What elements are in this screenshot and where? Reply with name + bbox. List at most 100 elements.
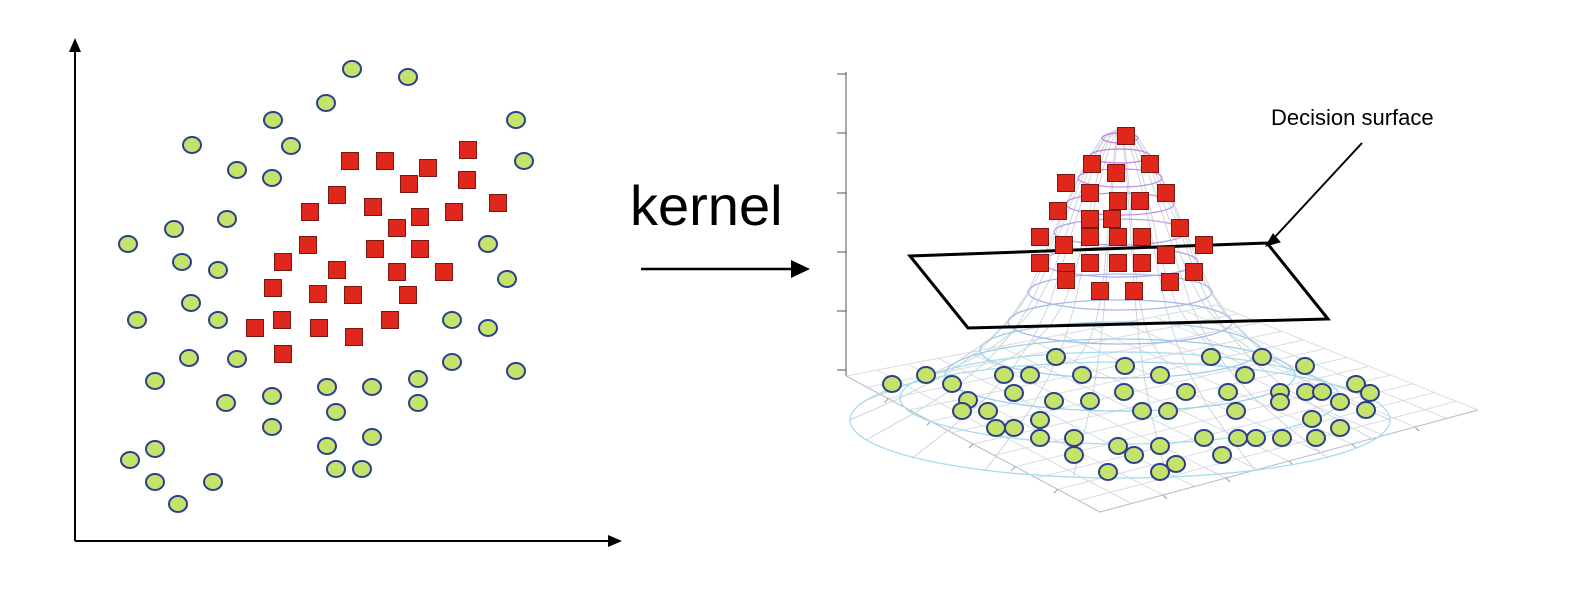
- feature-circle-point: [1151, 464, 1169, 480]
- input-circle-point: [363, 379, 381, 395]
- feature-circle-point: [1109, 438, 1127, 454]
- feature-circle-point: [1116, 358, 1134, 374]
- input-square-point: [311, 320, 328, 337]
- feature-circle-point: [1202, 349, 1220, 365]
- input-circle-point: [443, 354, 461, 370]
- input-circle-point: [217, 395, 235, 411]
- feature-circle-point: [1229, 430, 1247, 446]
- feature-circle-point: [1331, 420, 1349, 436]
- feature-circle-point: [1151, 438, 1169, 454]
- y-axis-arrowhead: [69, 38, 81, 52]
- input-circle-point: [282, 138, 300, 154]
- feature-square-point: [1050, 203, 1067, 220]
- feature-square-point: [1056, 237, 1073, 254]
- input-square-point: [342, 153, 359, 170]
- feature-square-point: [1110, 229, 1127, 246]
- feature-circle-point: [1031, 412, 1049, 428]
- feature-circle-point: [1167, 456, 1185, 472]
- feature-circle-point: [1151, 367, 1169, 383]
- x-axis-arrowhead: [608, 535, 622, 547]
- feature-circle-point: [1313, 384, 1331, 400]
- feature-circle-point: [1159, 403, 1177, 419]
- input-square-point: [412, 241, 429, 258]
- input-circle-point: [128, 312, 146, 328]
- feature-circle-point: [1253, 349, 1271, 365]
- input-space-panel: [69, 38, 622, 547]
- input-circle-point: [209, 262, 227, 278]
- input-circle-point: [146, 373, 164, 389]
- feature-space-panel: [837, 72, 1478, 512]
- input-square-point: [367, 241, 384, 258]
- feature-circle-point: [1271, 394, 1289, 410]
- input-square-point: [275, 254, 292, 271]
- kernel-arrowhead: [791, 260, 810, 278]
- input-circle-point: [479, 320, 497, 336]
- feature-circle-point: [1065, 447, 1083, 463]
- input-circle-point: [343, 61, 361, 77]
- feature-circle-point: [883, 376, 901, 392]
- feature-circle-point: [1219, 384, 1237, 400]
- input-square-point: [412, 209, 429, 226]
- feature-circle-point: [1125, 447, 1143, 463]
- feature-square-point: [1172, 220, 1189, 237]
- feature-square-point: [1082, 255, 1099, 272]
- decision-surface-label: Decision surface: [1271, 107, 1434, 129]
- input-circle-point: [209, 312, 227, 328]
- feature-circle-point: [1195, 430, 1213, 446]
- input-circle-point: [353, 461, 371, 477]
- input-circle-point: [507, 112, 525, 128]
- input-circle-point: [121, 452, 139, 468]
- input-square-point: [302, 204, 319, 221]
- feature-circle-point: [1005, 385, 1023, 401]
- feature-circle-point: [1227, 403, 1245, 419]
- feature-circle-point: [1133, 403, 1151, 419]
- feature-square-point: [1134, 255, 1151, 272]
- feature-square-point: [1092, 283, 1109, 300]
- kernel-label: kernel: [630, 178, 783, 234]
- input-square-point: [345, 287, 362, 304]
- input-square-point: [247, 320, 264, 337]
- input-circle-point: [507, 363, 525, 379]
- feature-circle-point: [1065, 430, 1083, 446]
- input-circle-point: [264, 112, 282, 128]
- feature-square-point: [1082, 211, 1099, 228]
- feature-square-point: [1186, 264, 1203, 281]
- input-circle-point: [173, 254, 191, 270]
- input-circle-point: [498, 271, 516, 287]
- feature-circle-point: [1357, 402, 1375, 418]
- input-circle-point: [479, 236, 497, 252]
- feature-square-point: [1082, 229, 1099, 246]
- feature-square-point: [1110, 193, 1127, 210]
- input-circle-point: [119, 236, 137, 252]
- feature-square-point: [1084, 156, 1101, 173]
- input-circle-point: [318, 379, 336, 395]
- feature-square-point: [1058, 272, 1075, 289]
- input-circle-point: [317, 95, 335, 111]
- kernel-mapping-arrow: [641, 260, 810, 278]
- input-square-point: [274, 312, 291, 329]
- input-square-point: [377, 153, 394, 170]
- decision-surface-pointer: [1266, 143, 1362, 246]
- feature-square-point: [1132, 193, 1149, 210]
- feature-square-point: [1032, 255, 1049, 272]
- input-circle-point: [169, 496, 187, 512]
- input-circle-point: [228, 162, 246, 178]
- input-square-point: [300, 237, 317, 254]
- input-circle-point: [180, 350, 198, 366]
- input-circle-point: [182, 295, 200, 311]
- input-square-point: [446, 204, 463, 221]
- input-circle-point: [409, 395, 427, 411]
- input-square-point: [401, 176, 418, 193]
- input-circle-point: [263, 419, 281, 435]
- input-circle-point: [204, 474, 222, 490]
- feature-circle-point: [1031, 430, 1049, 446]
- feature-square-point: [1104, 211, 1121, 228]
- input-square-point: [389, 220, 406, 237]
- feature-circle-point: [1099, 464, 1117, 480]
- feature-circle-point: [953, 403, 971, 419]
- input-square-point: [346, 329, 363, 346]
- feature-square-point: [1158, 185, 1175, 202]
- input-square-point: [265, 280, 282, 297]
- feature-circle-point: [1296, 358, 1314, 374]
- feature-square-point: [1196, 237, 1213, 254]
